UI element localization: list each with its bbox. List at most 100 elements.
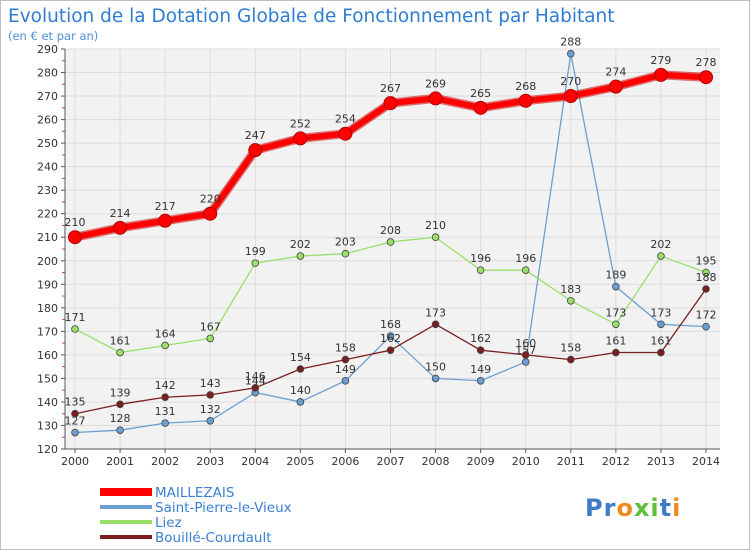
data-point <box>251 384 260 392</box>
ytick-label: 120 <box>37 443 58 456</box>
data-point <box>296 398 305 406</box>
ytick-label: 290 <box>37 43 58 56</box>
data-point <box>296 365 305 373</box>
data-point <box>158 213 173 228</box>
legend-label: Bouillé-Courdault <box>155 530 272 546</box>
data-label: 140 <box>290 384 311 397</box>
ytick-label: 200 <box>37 255 58 268</box>
data-label: 131 <box>155 405 176 418</box>
data-point <box>431 320 440 329</box>
data-label: 265 <box>470 87 491 100</box>
ytick-label: 130 <box>37 419 58 432</box>
xtick-label: 2008 <box>422 455 450 468</box>
data-point <box>386 332 395 340</box>
data-label: 278 <box>696 56 717 69</box>
xtick-label: 2009 <box>467 455 495 468</box>
legend-label: Saint-Pierre-le-Vieux <box>155 500 292 516</box>
data-label: 270 <box>560 75 581 88</box>
data-point <box>608 79 623 94</box>
data-label: 168 <box>380 318 401 331</box>
data-label: 189 <box>605 269 626 282</box>
data-label: 188 <box>696 271 717 284</box>
ytick-label: 230 <box>37 184 58 197</box>
xtick-label: 2011 <box>557 455 585 468</box>
data-label: 247 <box>245 129 266 142</box>
data-label: 162 <box>470 332 491 345</box>
data-label: 143 <box>200 377 221 390</box>
data-point <box>386 346 395 354</box>
data-label: 171 <box>65 311 86 324</box>
data-point <box>702 268 710 277</box>
data-label: 161 <box>650 335 671 348</box>
data-point <box>248 143 263 158</box>
data-label: 202 <box>650 238 671 251</box>
data-point <box>521 358 530 366</box>
data-point <box>383 96 398 111</box>
data-point <box>563 89 578 104</box>
data-point <box>68 230 82 245</box>
ytick-label: 140 <box>37 396 58 409</box>
ytick-label: 160 <box>37 349 58 362</box>
data-label: 158 <box>560 342 581 355</box>
data-label: 135 <box>65 396 86 409</box>
data-point <box>71 325 79 333</box>
xtick-label: 2007 <box>377 455 405 468</box>
data-point <box>566 49 575 58</box>
data-point <box>473 100 488 115</box>
data-label: 139 <box>110 386 131 399</box>
data-point <box>521 266 530 274</box>
legend-item-1: Saint-Pierre-le-Vieux <box>100 500 292 516</box>
xtick-label: 2001 <box>106 455 134 468</box>
data-label: 161 <box>605 335 626 348</box>
xtick-label: 2014 <box>692 455 720 468</box>
xtick-label: 2010 <box>512 455 540 468</box>
data-label: 268 <box>515 80 536 93</box>
data-point <box>699 70 713 85</box>
data-label: 149 <box>470 363 491 376</box>
data-point <box>293 131 308 146</box>
proxiti-logo: Proxiti <box>585 494 680 522</box>
data-point <box>203 206 218 221</box>
legend-swatch <box>100 520 152 524</box>
data-point <box>657 320 665 329</box>
data-label: 202 <box>290 238 311 251</box>
chart-title: Evolution de la Dotation Globale de Fonc… <box>8 6 615 27</box>
data-point <box>341 355 350 364</box>
data-point <box>612 348 620 357</box>
data-point <box>341 376 350 385</box>
data-label: 195 <box>696 255 717 268</box>
data-label: 161 <box>110 335 131 348</box>
data-label: 167 <box>200 320 221 333</box>
ytick-label: 240 <box>37 161 58 174</box>
data-label: 274 <box>605 66 626 79</box>
xtick-label: 2012 <box>602 455 630 468</box>
data-point <box>386 238 395 246</box>
axes: 120 130 140 150 160 170 180 190 200 210 220 230 240 2… <box>37 43 720 468</box>
data-point <box>71 428 79 437</box>
data-label: 217 <box>155 200 176 213</box>
data-label: 252 <box>290 117 311 130</box>
data-point <box>476 266 485 274</box>
data-label: 210 <box>65 216 86 229</box>
xtick-label: 2000 <box>61 455 89 468</box>
data-point <box>653 67 668 82</box>
series-3: 135 139 142 143 146 154 158 162 173 162 160 158 161 1… <box>65 271 717 418</box>
ytick-label: 220 <box>37 208 58 221</box>
data-label: 158 <box>335 342 356 355</box>
data-label: 128 <box>110 412 131 425</box>
data-label: 210 <box>425 219 446 232</box>
data-label: 149 <box>335 363 356 376</box>
data-label: 220 <box>200 193 221 206</box>
data-point <box>657 348 665 357</box>
data-label: 208 <box>380 224 401 237</box>
ytick-label: 210 <box>37 231 58 244</box>
legend-swatch <box>100 488 152 496</box>
ytick-label: 260 <box>37 114 58 127</box>
data-label: 172 <box>696 309 717 322</box>
data-label: 214 <box>110 207 131 220</box>
xtick-label: 2005 <box>286 455 314 468</box>
data-point <box>341 249 350 258</box>
xtick-label: 2002 <box>151 455 179 468</box>
data-point <box>206 391 215 399</box>
data-point <box>116 426 124 434</box>
